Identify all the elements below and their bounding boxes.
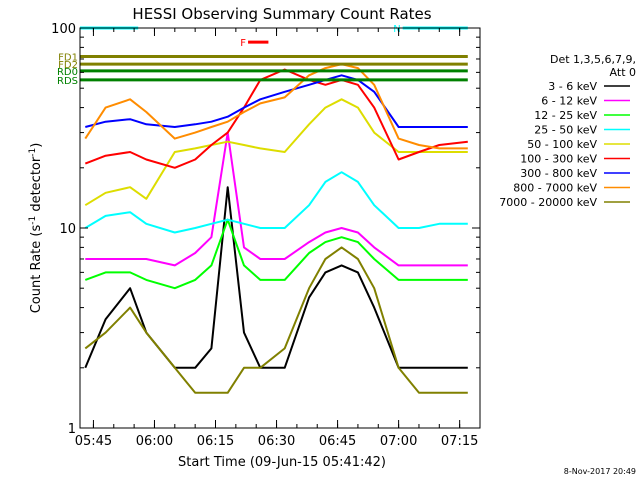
y-axis-label-part: Count Rate (s [29, 225, 44, 314]
series-line [84, 68, 468, 169]
flag-label: RDS [57, 76, 78, 87]
chart-title: HESSI Observing Summary Count Rates [132, 5, 431, 23]
y-tick-label: 100 [51, 22, 76, 37]
y-axis-label-part: ) [29, 143, 44, 148]
series-line [84, 218, 468, 290]
axes: 05:45 06:00 06:15 06:30 06:45 07:00 07:15 1 10 10… [51, 22, 481, 449]
y-axis-label-superscript: -1 [28, 216, 38, 225]
x-tick-label: 07:00 [380, 434, 417, 449]
x-tick-label: 06:45 [319, 434, 356, 449]
legend-entry-label: 12 - 25 keV [534, 109, 597, 122]
series-line [85, 131, 468, 267]
generation-timestamp: 8-Nov-2017 20:49 [564, 467, 636, 476]
flag-label: RD0 [57, 67, 78, 78]
flag-label: N [393, 24, 400, 35]
legend-title: Det 1,3,5,6,7,9, [550, 53, 636, 66]
legend-entry-label: 800 - 7000 keV [513, 182, 597, 195]
y-axis-label-part: detector [29, 156, 44, 216]
legend-entry-label: 3 - 6 keV [548, 80, 597, 93]
x-tick-label: 07:15 [441, 434, 478, 449]
y-tick-label: 10 [59, 222, 76, 237]
y-axis-label: Count Rate (s-1 detector-1) [28, 143, 44, 314]
series-line [84, 246, 468, 394]
legend-entry-label: 300 - 800 keV [520, 167, 597, 180]
flag-label: F [240, 38, 246, 49]
flag-label: FD2 [58, 60, 78, 71]
legend: Det 1,3,5,6,7,9,Att 0 3 - 6 keV 6 - 12 keV… [499, 53, 636, 209]
y-axis-label-superscript: -1 [28, 148, 38, 157]
series-line [84, 63, 468, 150]
flag-label: FD1 [58, 53, 78, 64]
x-axis-label: Start Time (09-Jun-15 05:41:42) [178, 455, 386, 470]
series-line [85, 74, 468, 128]
legend-subtitle: Att 0 [610, 66, 636, 79]
x-tick-label: 05:45 [75, 434, 112, 449]
legend-entry-label: 50 - 100 keV [527, 138, 597, 151]
x-tick-label: 06:30 [258, 434, 295, 449]
series-line [84, 171, 468, 234]
x-tick-label: 06:00 [136, 434, 173, 449]
legend-entry-label: 100 - 300 keV [520, 153, 597, 166]
y-tick-label: 1 [68, 422, 76, 437]
legend-entry-label: 6 - 12 keV [541, 95, 597, 108]
legend-entry-label: 7000 - 20000 keV [499, 196, 597, 209]
legend-entry-label: 25 - 50 keV [534, 124, 597, 137]
x-tick-label: 06:15 [197, 434, 234, 449]
